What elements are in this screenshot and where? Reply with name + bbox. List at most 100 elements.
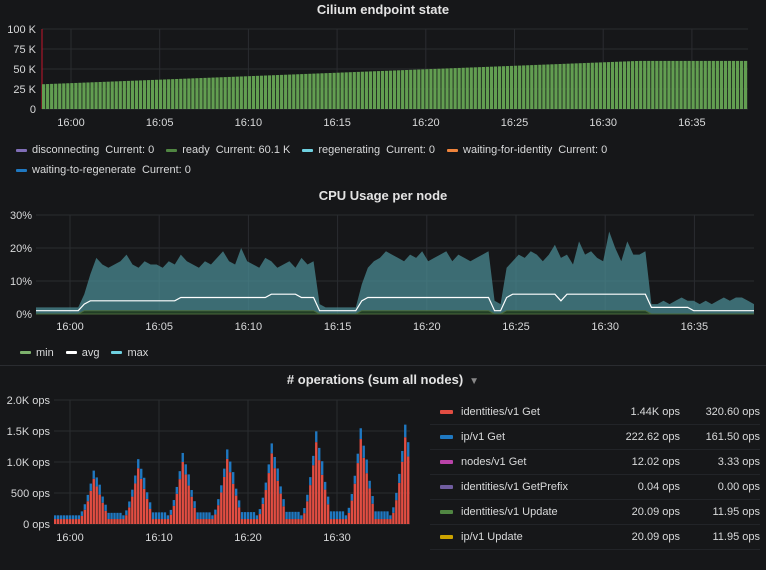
legend-label: waiting-for-identity (463, 144, 553, 156)
legend-item-avg[interactable]: avg (65, 347, 99, 359)
bar-ready (437, 68, 441, 109)
legend-item-waiting-to-regenerate[interactable]: waiting-to-regenerate Current: 0 (16, 161, 191, 180)
bar-identities-get (56, 519, 60, 524)
bar-identities-get (232, 483, 235, 524)
y-tick-label: 100 K (7, 24, 36, 36)
legend-table-row[interactable]: ip/v1 Update 20.09 ops 11.95 ops (430, 525, 760, 550)
bar-ready (292, 74, 296, 109)
bar-identities-get (122, 519, 125, 524)
legend-item-ready[interactable]: ready Current: 60.1 K (166, 141, 290, 160)
legend-swatch (440, 460, 453, 464)
bar-identities-get (154, 519, 158, 524)
bar-ready (243, 76, 247, 109)
bar-identities-get (368, 488, 371, 524)
bar-identities-get (401, 461, 404, 524)
y-tick-label: 1.5K ops (7, 426, 51, 438)
bar-ready (380, 70, 385, 109)
panel-endpoint-state: Cilium endpoint state 100 K 75 K 50 K 25 K 0… (0, 0, 766, 180)
endpoint-chart[interactable]: 100 K 75 K 50 K 25 K 0 16:00 16:05 16:10 16:15 16… (0, 20, 766, 155)
bar-ready (275, 75, 280, 109)
panel-title[interactable]: Cilium endpoint state (316, 2, 450, 17)
panel-title[interactable]: CPU Usage per node (318, 188, 448, 203)
bar-ip-get (54, 515, 57, 520)
bar-ready (626, 61, 631, 109)
bar-identities-get (202, 519, 205, 524)
legend-item-max[interactable]: max (111, 347, 148, 359)
legend-table-row[interactable]: identities/v1 Get 1.44K ops 320.60 ops (430, 400, 760, 425)
legend-series-name: identities/v1 Get (430, 406, 590, 418)
x-tick-label: 16:30 (589, 117, 617, 129)
legend-table-row[interactable]: identities/v1 Update 20.09 ops 11.95 ops (430, 500, 760, 525)
legend-swatch (440, 485, 453, 489)
legend-item-regenerating[interactable]: regenerating Current: 0 (302, 141, 435, 160)
bar-identities-get (380, 519, 383, 524)
panel-operations: # operations (sum all nodes) ▼ 2.0K ops 1.… (0, 366, 766, 550)
bar-ready (727, 60, 732, 109)
bar-identities-get (74, 519, 78, 524)
bar-ready (102, 81, 106, 109)
legend-item-min[interactable]: min (20, 347, 54, 359)
bar-ip-get (143, 477, 146, 489)
endpoint-legend: disconnecting Current: 0 ready Current: 60.… (16, 140, 756, 180)
bar-ip-get (74, 515, 78, 520)
bar-ip-get (237, 500, 241, 508)
bar-identities-get (68, 519, 72, 524)
bar-ready (522, 65, 526, 109)
bar-ip-get (365, 459, 368, 474)
bar-ready (46, 84, 50, 109)
series-max-value: 222.62 ops (625, 431, 680, 443)
bar-ready (42, 84, 46, 109)
bar-ready (473, 67, 477, 109)
legend-table-row[interactable]: ip/v1 Get 222.62 ops 161.50 ops (430, 425, 760, 450)
bar-ready (566, 63, 570, 109)
bar-ready (388, 70, 393, 109)
panel-title[interactable]: # operations (sum all nodes) ▼ (0, 372, 766, 387)
bar-ready (659, 60, 663, 109)
bar-ready (352, 72, 356, 109)
series-label: ip/v1 Get (461, 431, 506, 443)
bar-ready (485, 66, 490, 109)
bar-identities-get (80, 515, 84, 524)
bar-ip-get (276, 468, 279, 481)
legend-series-name: ip/v1 Get (430, 431, 590, 443)
bar-identities-get (291, 519, 294, 524)
legend-item-waiting-for-identity[interactable]: waiting-for-identity Current: 0 (447, 141, 607, 160)
bar-ip-get (344, 515, 348, 520)
bar-ready (74, 82, 78, 109)
y-tick-label: 500 ops (11, 488, 51, 500)
legend-table-row[interactable]: nodes/v1 Get 12.02 ops 3.33 ops (430, 450, 760, 475)
series-avg-value: 161.50 ops (705, 431, 760, 443)
bar-ip-get (258, 509, 262, 515)
bar-ready (401, 70, 405, 109)
legend-series-name: identities/v1 GetPrefix (430, 481, 590, 493)
y-tick-label: 10% (10, 276, 32, 288)
legend-table-row[interactable]: identities/v1 GetPrefix 0.04 ops 0.00 ops (430, 475, 760, 500)
bar-ip-get (196, 512, 199, 520)
ops-chart[interactable]: 2.0K ops 1.5K ops 1.0K ops 500 ops 0 ops 16:0… (0, 390, 420, 570)
bar-ip-get (407, 442, 410, 457)
cpu-chart[interactable]: 30% 20% 10% 0% 16:00 16:05 16:10 16:15 16:20 16:2… (0, 206, 766, 351)
x-tick-label: 16:20 (412, 117, 440, 129)
bar-ready (554, 64, 558, 109)
legend-item-disconnecting[interactable]: disconnecting Current: 0 (16, 141, 154, 160)
bar-ready (223, 77, 227, 109)
bar-ready (606, 62, 611, 109)
bar-ready (163, 79, 167, 109)
bar-ip-get (151, 512, 155, 520)
bar-identities-get (86, 501, 89, 524)
y-tick-label: 0 (30, 104, 36, 116)
bar-identities-get (107, 519, 110, 524)
chevron-down-icon[interactable]: ▼ (469, 376, 480, 387)
bar-ip-get (83, 504, 87, 510)
x-tick-label: 16:10 (235, 321, 263, 333)
bar-identities-get (110, 519, 113, 524)
bar-ip-get (404, 424, 407, 438)
bar-ready (340, 72, 344, 109)
bar-ready (481, 66, 485, 109)
bar-ready (187, 78, 191, 109)
bar-ready (631, 61, 635, 109)
bar-identities-get (318, 460, 321, 524)
bar-ready (425, 69, 429, 109)
bar-ready (70, 83, 74, 109)
bar-ready (324, 73, 328, 109)
